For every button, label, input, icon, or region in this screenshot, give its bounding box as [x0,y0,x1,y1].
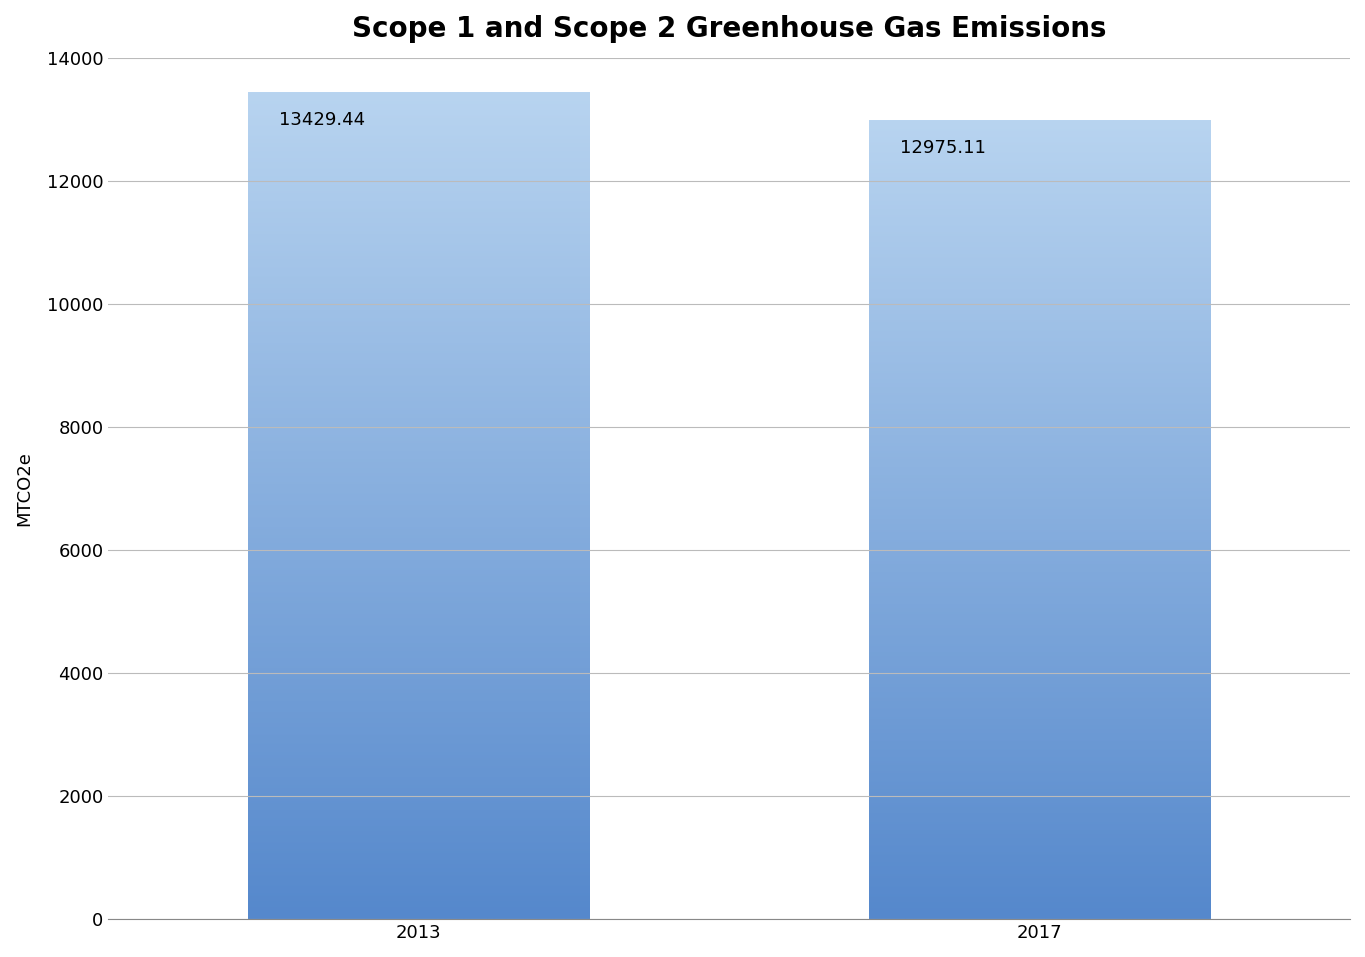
Y-axis label: MTCO2e: MTCO2e [15,451,33,526]
Text: 12975.11: 12975.11 [900,140,986,157]
Text: 13429.44: 13429.44 [278,111,366,129]
Title: Scope 1 and Scope 2 Greenhouse Gas Emissions: Scope 1 and Scope 2 Greenhouse Gas Emiss… [352,15,1107,43]
